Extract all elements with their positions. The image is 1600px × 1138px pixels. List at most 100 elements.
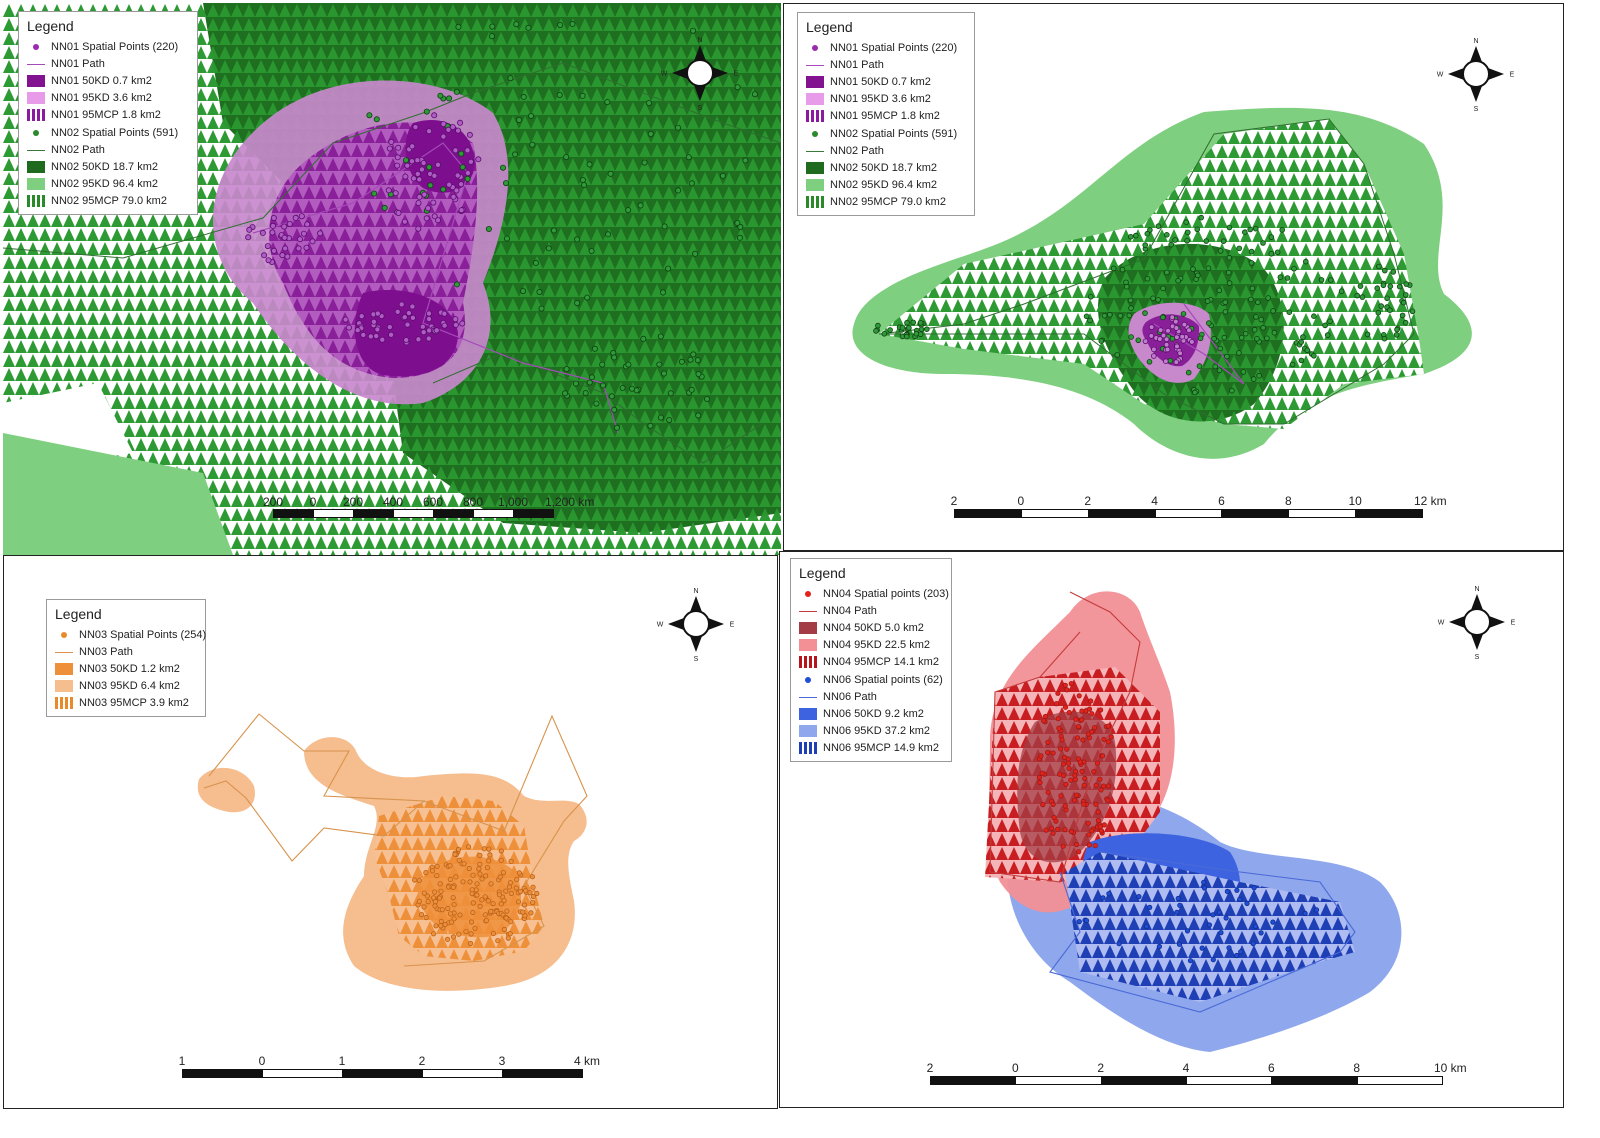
spatial-point [456,857,462,863]
movement-path [989,591,1141,883]
spatial-point [459,320,466,327]
spatial-point [449,124,456,131]
spatial-point [1222,299,1229,306]
legend-item-label: NN02 50KD 18.7 km2 [830,161,937,174]
scalebar-tick-label: 2 [926,1061,934,1075]
spatial-point [1300,334,1306,340]
spatial-point [529,899,536,906]
spatial-point [1238,949,1244,955]
scalebar-tick-label: 12 km [1414,494,1447,508]
spatial-point [507,880,513,886]
spatial-point [584,294,591,301]
spatial-points [1036,681,1320,964]
spatial-point [528,113,535,120]
spatial-point [1092,842,1098,849]
spatial-point [517,888,524,895]
legend-item: NN01 95KD 3.6 km2 [27,90,189,107]
spatial-point [1194,272,1201,279]
spatial-point [1079,717,1085,723]
legend-item-label: NN02 95MCP 79.0 km2 [830,196,946,209]
spatial-point [1194,226,1201,233]
north-arrow-compass-icon: N S E W [1438,586,1516,661]
spatial-point [520,93,527,100]
compass-label-w: W [1438,620,1445,627]
map-canvas [197,713,588,991]
spatial-point [572,380,579,387]
spatial-point [1236,245,1243,252]
spatial-point [1060,843,1066,849]
spatial-point [431,172,438,179]
compass-label-e: E [1510,72,1515,79]
spatial-point [490,930,496,936]
spatial-point [451,902,457,908]
spatial-point [431,112,438,119]
spatial-point [1381,335,1388,342]
movement-path [403,714,588,967]
spatial-point [520,288,527,295]
legend-title: Legend [799,565,846,581]
spatial-point [1251,326,1258,333]
spatial-point [1098,787,1104,793]
spatial-point [1252,923,1258,929]
spatial-point [420,329,427,336]
spatial-point [637,202,644,209]
spatial-point [1050,801,1056,807]
spatial-point [1222,308,1229,315]
spatial-point [719,172,726,179]
scalebar-segment [182,1069,263,1078]
spatial-point [418,911,425,918]
scalebar-tick-label: 4 [1151,494,1158,508]
legend-item-label: NN04 95MCP 14.1 km2 [823,656,939,669]
spatial-point [447,863,453,869]
scalebar-tick-label: 8 [1353,1061,1360,1075]
spatial-point [525,24,532,31]
spatial-point [430,931,437,937]
legend-item-label: NN01 Spatial Points (220) [830,41,958,54]
spatial-point [1376,263,1382,270]
north-arrow-compass-icon: N S E W [1437,38,1515,113]
compass-label-s: S [698,105,703,112]
spatial-point [454,172,461,179]
legend-item: NN04 Spatial points (203) [799,585,949,602]
spatial-point [402,157,409,164]
spatial-point [899,325,906,331]
legend-item: NN04 95MCP 14.1 km2 [799,654,943,671]
spatial-point [1217,248,1224,254]
spatial-point [614,424,621,431]
legend-item-label: NN02 Spatial Points (591) [830,127,958,140]
spatial-point [647,422,654,429]
spatial-point [269,222,276,229]
spatial-point [695,412,702,419]
spatial-point [452,851,458,857]
spatial-point [1155,296,1161,303]
spatial-point [1040,718,1047,724]
spatial-point [1327,318,1333,325]
spatial-point [1132,232,1139,239]
spatial-point [1403,281,1410,287]
legend-item-label: NN01 95KD 3.6 km2 [51,92,152,105]
spatial-point [477,871,483,877]
spatial-point [534,890,540,897]
legend-item-label: NN06 Path [823,690,877,703]
legend-item-label: NN02 95KD 96.4 km2 [51,178,158,191]
spatial-point [1258,316,1265,323]
spatial-point [586,379,593,386]
legend-title: Legend [806,19,853,35]
mcp-symbol-icon [55,697,73,710]
spatial-point [503,235,510,242]
spatial-point [640,335,647,342]
spatial-point [532,259,539,266]
spatial-point [1073,841,1080,848]
spatial-point [1286,309,1293,316]
legend-item-label: NN02 95MCP 79.0 km2 [51,195,167,208]
spatial-point [410,175,417,182]
scalebar-tick-label: 10 km [1434,1061,1467,1075]
spatial-point [430,199,437,206]
spatial-point [415,336,422,343]
spatial-point [467,879,473,885]
spatial-point [1105,723,1111,729]
spatial-point [661,223,668,230]
spatial-point [656,361,663,368]
spatial-point [1181,321,1188,328]
fill-symbol-icon [799,707,817,720]
